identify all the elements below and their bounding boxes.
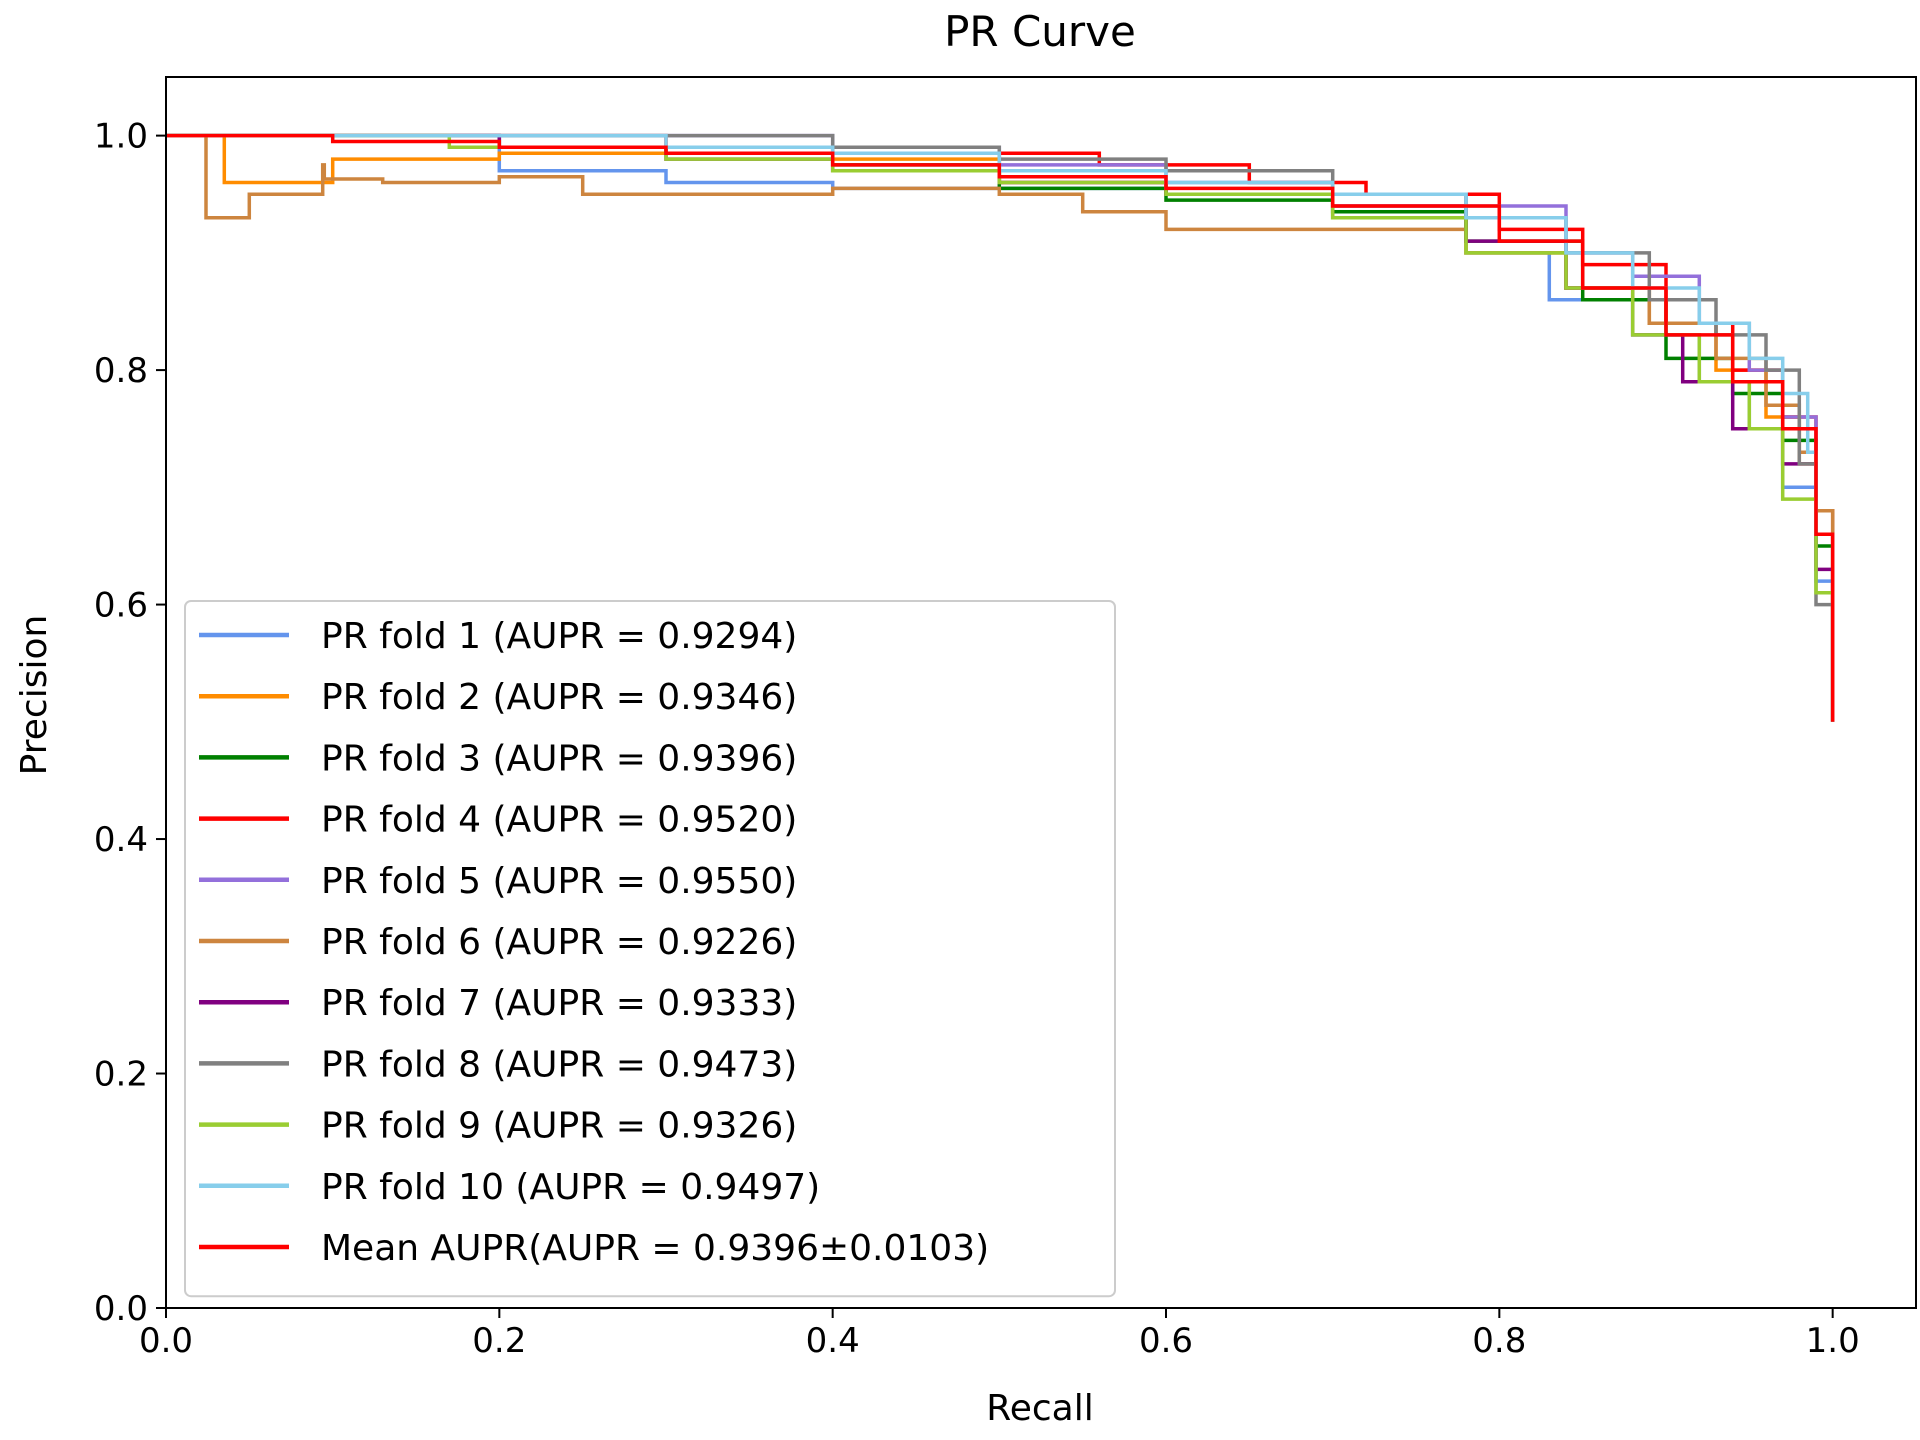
legend-box bbox=[184, 600, 1116, 1298]
legend-label: PR fold 3 (AUPR = 0.9396) bbox=[321, 738, 797, 779]
legend-label: PR fold 6 (AUPR = 0.9226) bbox=[321, 922, 797, 963]
y-tick-label: 0.4 bbox=[94, 820, 148, 860]
axis-ticks: 0.0 0.2 0.4 0.6 0.8 1.0 0.0 0.2 0.4 0.6 0.8 1.0 bbox=[94, 117, 1860, 1361]
x-tick-label: 0.8 bbox=[1472, 1321, 1526, 1361]
x-tick-label: 1.0 bbox=[1806, 1321, 1860, 1361]
series-line-11 bbox=[166, 133, 1835, 722]
x-tick-label: 0.0 bbox=[139, 1321, 193, 1361]
x-tick-label: 0.2 bbox=[472, 1321, 526, 1361]
x-tick-label: 0.6 bbox=[1139, 1321, 1193, 1361]
y-tick-label: 0.6 bbox=[94, 586, 148, 626]
y-tick-label: 0.8 bbox=[94, 351, 148, 391]
plot-frame bbox=[165, 76, 1917, 1309]
legend: PR fold 1 (AUPR = 0.9294) PR fold 2 (AUPR… bbox=[184, 600, 1116, 1298]
y-axis-label: Precision bbox=[14, 615, 55, 776]
legend-label: PR fold 7 (AUPR = 0.9333) bbox=[321, 983, 797, 1024]
x-axis-label: Recall bbox=[986, 1388, 1093, 1429]
legend-label: PR fold 8 (AUPR = 0.9473) bbox=[321, 1044, 797, 1085]
legend-label: PR fold 10 (AUPR = 0.9497) bbox=[321, 1167, 820, 1208]
legend-label: PR fold 1 (AUPR = 0.9294) bbox=[321, 616, 797, 657]
x-tick-label: 0.4 bbox=[806, 1321, 860, 1361]
y-tick-label: 0.2 bbox=[94, 1055, 148, 1095]
y-tick-label: 0.0 bbox=[94, 1289, 148, 1329]
y-tick-label: 1.0 bbox=[94, 117, 148, 157]
chart-title: PR Curve bbox=[944, 7, 1136, 56]
legend-label: PR fold 2 (AUPR = 0.9346) bbox=[321, 677, 797, 718]
legend-label: PR fold 5 (AUPR = 0.9550) bbox=[321, 861, 797, 902]
legend-label: PR fold 4 (AUPR = 0.9520) bbox=[321, 800, 797, 841]
legend-label: Mean AUPR(AUPR = 0.9396±0.0103) bbox=[321, 1228, 989, 1269]
legend-label: PR fold 9 (AUPR = 0.9326) bbox=[321, 1106, 797, 1147]
series-lines bbox=[166, 133, 1835, 722]
